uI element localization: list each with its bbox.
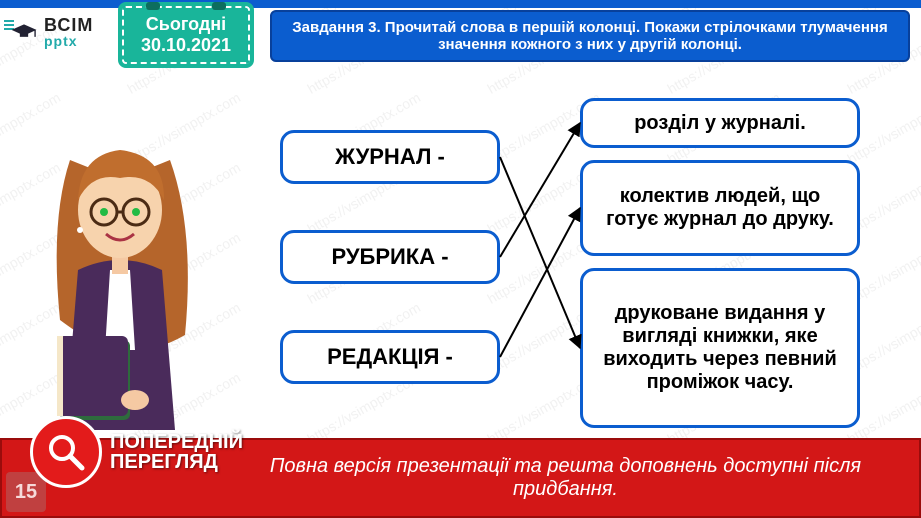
word-1: ЖУРНАЛ -: [335, 144, 445, 170]
definition-box-1: розділ у журналі.: [580, 98, 860, 148]
task-banner: Завдання 3. Прочитай слова в першій коло…: [270, 10, 910, 62]
date-label: Сьогодні: [146, 14, 226, 35]
word-box-1: ЖУРНАЛ -: [280, 130, 500, 184]
footer-text: Повна версія презентації та решта доповн…: [222, 455, 909, 501]
definition-box-3: друковане видання у вигляді книжки, яке …: [580, 268, 860, 428]
magnifier-icon: [30, 416, 102, 488]
word-box-3: РЕДАКЦІЯ -: [280, 330, 500, 384]
preview-line2: ПЕРЕГЛЯД: [110, 452, 243, 472]
definition-box-2: колектив людей, що готує журнал до друку…: [580, 160, 860, 256]
brand-logo: ВСІМ pptx: [10, 16, 93, 48]
word-2: РУБРИКА -: [331, 244, 448, 270]
task-text: Завдання 3. Прочитай слова в першій коло…: [284, 19, 896, 53]
graduation-cap-icon: [10, 23, 38, 41]
date-value: 30.10.2021: [141, 35, 231, 56]
brand-text-line1: ВСІМ: [44, 16, 93, 34]
teacher-illustration: [0, 100, 240, 440]
definition-3: друковане видання у вигляді книжки, яке …: [599, 302, 841, 394]
definition-1: розділ у журналі.: [634, 112, 806, 135]
date-badge: Сьогодні 30.10.2021: [122, 6, 250, 64]
word-box-2: РУБРИКА -: [280, 230, 500, 284]
preview-line1: ПОПЕРЕДНІЙ: [110, 432, 243, 452]
preview-badge: ПОПЕРЕДНІЙ ПЕРЕГЛЯД: [30, 416, 243, 488]
definition-2: колектив людей, що готує журнал до друку…: [599, 185, 841, 231]
slide-root: https://vsimpptx.comhttps://vsimpptx.com…: [0, 0, 921, 518]
word-3: РЕДАКЦІЯ -: [327, 344, 453, 370]
brand-text-line2: pptx: [44, 34, 93, 48]
